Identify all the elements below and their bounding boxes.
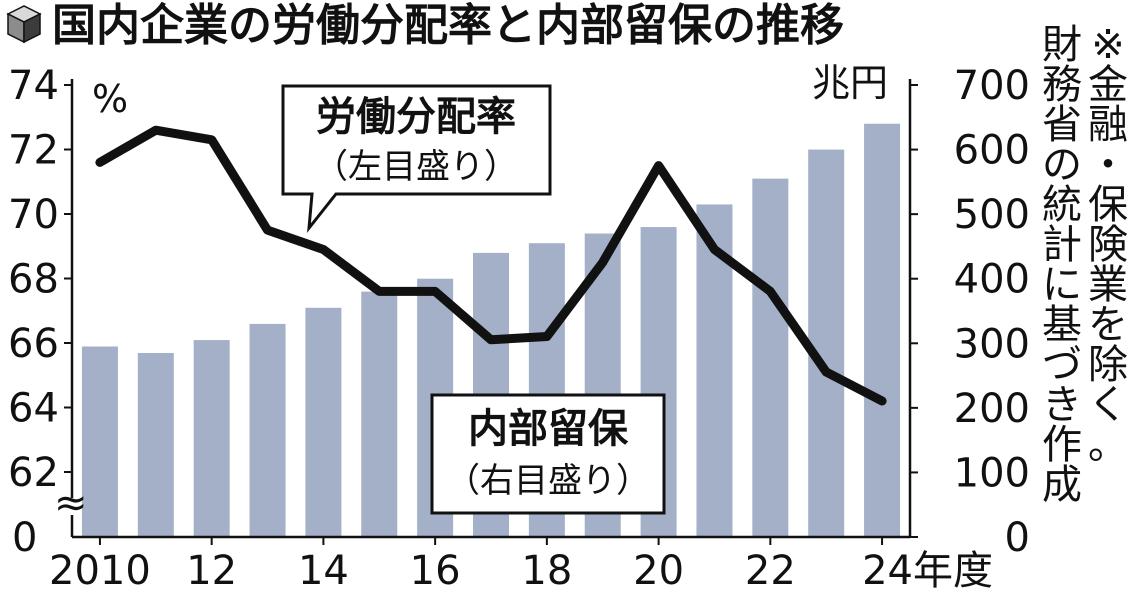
note-char: 務 xyxy=(1042,62,1082,108)
note-char: 基 xyxy=(1042,302,1082,348)
left-axis-unit: % xyxy=(92,77,128,121)
line-series-label: 労働分配率 xyxy=(316,94,516,140)
left-tick-label: 66 xyxy=(8,321,59,367)
left-tick-label: 62 xyxy=(8,450,59,496)
bar-2023 xyxy=(808,149,845,538)
note-char: 保 xyxy=(1088,182,1128,228)
line-point-2016 xyxy=(434,290,437,293)
right-tick-label: 600 xyxy=(954,128,1030,174)
bar-2012 xyxy=(193,340,230,537)
x-tick-label: 2010 xyxy=(49,548,151,590)
note-char: ・ xyxy=(1088,142,1128,188)
right-axis-unit: 兆円 xyxy=(812,61,888,105)
line-point-2012 xyxy=(210,138,213,141)
line-point-2013 xyxy=(266,229,269,232)
left-zero-label: 0 xyxy=(12,515,37,561)
line-point-2019 xyxy=(601,261,604,264)
line-point-2010 xyxy=(98,161,101,164)
x-axis: 2010 12 14 16 18 20 22 24年度 xyxy=(49,535,993,590)
note-char: 成 xyxy=(1042,462,1082,508)
line-point-2017 xyxy=(490,338,492,341)
line-point-2020 xyxy=(657,164,660,167)
x-tick-label: 16 xyxy=(410,548,461,590)
note-char: 省 xyxy=(1042,102,1082,148)
x-tick-label: 22 xyxy=(745,548,796,590)
line-point-2014 xyxy=(322,248,325,251)
x-tick-label: 12 xyxy=(186,548,237,590)
note-char: 険 xyxy=(1088,222,1128,268)
bar-2022 xyxy=(752,178,789,537)
note-char: ※ xyxy=(1091,22,1125,68)
right-tick-label: 100 xyxy=(954,450,1030,496)
line-series-axis-note: （左目盛り） xyxy=(314,147,518,187)
line-point-2024 xyxy=(881,400,884,403)
bar-callout-box xyxy=(430,393,666,515)
right-axis: 700 600 500 400 300 200 100 0 xyxy=(908,63,1030,561)
bar-series-label: 内部留保 xyxy=(468,406,629,452)
left-tick-label: 72 xyxy=(8,128,59,174)
right-tick-label: 200 xyxy=(954,386,1030,432)
line-point-2015 xyxy=(378,290,381,293)
x-tick-label: 14 xyxy=(298,548,349,590)
right-tick-label: 300 xyxy=(954,321,1030,367)
note-char: 計 xyxy=(1042,222,1082,268)
note-char: 統 xyxy=(1042,182,1082,228)
axis-break-symbol: ≈ xyxy=(54,480,88,526)
left-tick-label: 70 xyxy=(8,192,59,238)
bar-2015 xyxy=(361,291,398,537)
note-char: 財 xyxy=(1042,22,1082,68)
note-char: づ xyxy=(1042,342,1082,388)
title-icon xyxy=(6,5,42,44)
note-char: 。 xyxy=(1088,422,1128,468)
note-char: 業 xyxy=(1088,262,1128,308)
right-tick-label: 700 xyxy=(954,63,1030,109)
note-char: 融 xyxy=(1088,102,1128,148)
bar-2024 xyxy=(864,123,901,537)
bar-series-callout: 内部留保 （右目盛り） xyxy=(430,393,666,515)
note-char: く xyxy=(1088,382,1128,428)
chart-title: 国内企業の労働分配率と内部留保の推移 xyxy=(52,0,844,51)
x-tick-label: 20 xyxy=(633,548,684,590)
line-series-callout: 労働分配率 （左目盛り） xyxy=(281,84,552,233)
note-char: 除 xyxy=(1088,342,1128,388)
left-tick-label: 74 xyxy=(8,63,59,109)
line-point-2023 xyxy=(825,371,828,374)
line-callout-box xyxy=(281,84,552,233)
note-char: を xyxy=(1088,302,1128,348)
bar-2011 xyxy=(137,352,174,537)
note-char: 金 xyxy=(1088,62,1128,108)
line-point-2011 xyxy=(154,129,157,132)
left-tick-label: 68 xyxy=(8,257,59,303)
x-tick-label: 24年度 xyxy=(862,548,993,590)
left-tick-label: 64 xyxy=(8,386,59,432)
note-char: 作 xyxy=(1042,422,1082,468)
right-tick-label: 0 xyxy=(1005,515,1030,561)
right-tick-label: 400 xyxy=(954,257,1030,303)
bar-2014 xyxy=(305,307,342,537)
note-char: き xyxy=(1042,382,1082,428)
x-tick-label: 18 xyxy=(521,548,572,590)
note-char: に xyxy=(1042,262,1082,308)
bar-2013 xyxy=(249,323,286,537)
note-char: の xyxy=(1042,142,1082,188)
line-point-2022 xyxy=(769,290,772,293)
bar-series-axis-note: （右目盛り） xyxy=(446,461,650,501)
line-point-2021 xyxy=(713,248,716,251)
line-point-2018 xyxy=(545,335,548,338)
bar-2010 xyxy=(81,346,118,537)
left-axis: 74 72 70 68 66 64 62 0 ≈ xyxy=(8,63,88,561)
line-series xyxy=(95,125,887,406)
right-tick-label: 500 xyxy=(954,192,1030,238)
